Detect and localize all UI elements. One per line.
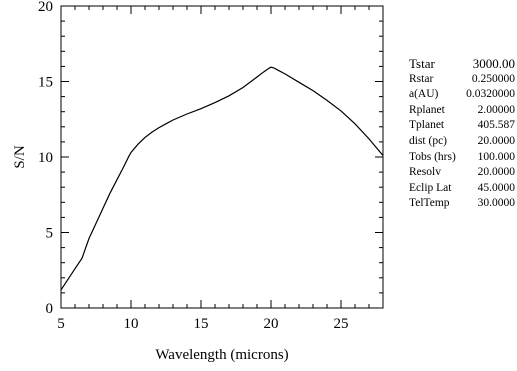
x-tick-label: 10 (124, 316, 139, 332)
parameter-row: Tplanet 405.587 (409, 118, 515, 134)
parameter-value: 30.0000 (477, 197, 515, 210)
parameter-value: 45.0000 (477, 181, 515, 194)
parameter-name: Tobs (hrs) (409, 150, 456, 163)
y-tick-label: 0 (46, 301, 54, 317)
parameter-row: TelTemp 30.0000 (409, 196, 515, 212)
x-tick-label: 25 (334, 316, 349, 332)
parameter-value: 20.0000 (477, 134, 515, 147)
parameter-name: Eclip Lat (409, 181, 452, 194)
parameter-row: Resolv 20.0000 (409, 165, 515, 181)
x-tick-label: 20 (264, 316, 279, 332)
parameter-name: a(AU) (409, 88, 439, 101)
parameter-row: Rplanet 2.00000 (409, 103, 515, 119)
parameter-value: 0.250000 (471, 72, 515, 85)
y-tick-label: 20 (38, 0, 53, 15)
y-axis-label: S/N (12, 145, 28, 169)
y-tick-label: 15 (38, 75, 53, 91)
parameter-name: dist (pc) (409, 134, 448, 147)
parameter-name: Tstar (409, 56, 435, 71)
y-tick-label: 10 (38, 150, 53, 166)
parameter-name: Rplanet (409, 103, 445, 116)
parameter-row: Tobs (hrs) 100.000 (409, 150, 515, 166)
parameter-row: dist (pc) 20.0000 (409, 134, 515, 150)
parameter-row: Eclip Lat 45.0000 (409, 181, 515, 197)
parameter-name: Tplanet (409, 119, 445, 132)
y-tick-label: 5 (46, 226, 54, 242)
parameter-value: 405.587 (477, 119, 515, 132)
axis-ticks (60, 5, 384, 309)
parameter-value: 3000.00 (472, 56, 515, 71)
parameter-value: 2.00000 (477, 103, 515, 116)
parameter-row: a(AU) 0.0320000 (409, 87, 515, 103)
parameter-table: Tstar 3000.00 Rstar 0.250000 a(AU) 0.0320000 R… (409, 56, 515, 212)
parameter-name: Rstar (409, 72, 434, 85)
parameter-row: Tstar 3000.00 (409, 56, 515, 72)
x-tick-label: 5 (57, 316, 65, 332)
parameter-value: 0.0320000 (466, 88, 515, 101)
parameter-row: Rstar 0.250000 (409, 72, 515, 88)
parameter-value: 20.0000 (477, 166, 515, 179)
parameter-value: 100.000 (477, 150, 515, 163)
x-axis-label: Wavelength (microns) (155, 347, 288, 363)
sn-curve (60, 66, 384, 291)
parameter-name: TelTemp (409, 197, 450, 210)
parameter-name: Resolv (409, 166, 441, 179)
x-tick-label: 15 (194, 316, 209, 332)
plot-frame (60, 5, 384, 309)
